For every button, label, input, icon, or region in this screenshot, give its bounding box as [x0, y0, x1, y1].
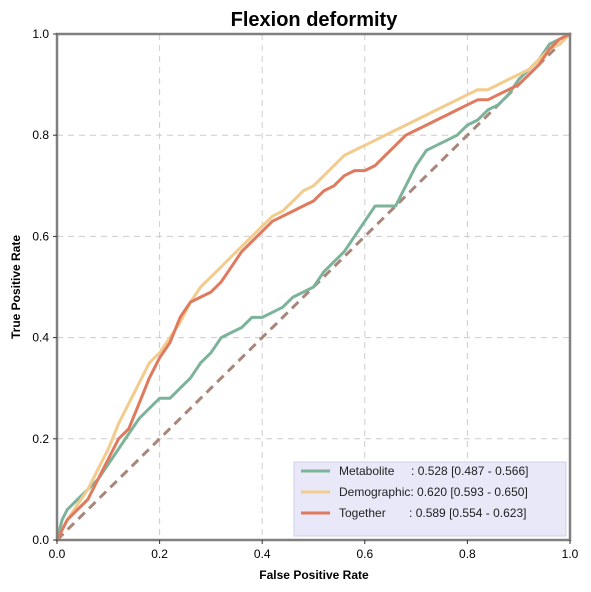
y-tick-label: 1.0 [32, 27, 49, 41]
legend-label-demographic: Demographic: 0.620 [0.593 - 0.650] [339, 485, 528, 499]
series-line-metabolite [55, 32, 572, 542]
y-tick-label: 0.6 [32, 229, 49, 243]
grid [57, 34, 570, 540]
legend-label-together: Together : 0.589 [0.554 - 0.623] [339, 506, 526, 520]
legend-box [293, 461, 567, 537]
plot-frame [55, 32, 572, 542]
x-tick-label: 0.4 [254, 547, 271, 561]
y-axis-label: True Positive Rate [9, 235, 23, 339]
series-line-together [55, 32, 572, 542]
x-axis-label: False Positive Rate [259, 568, 369, 582]
x-tick-label: 0.0 [49, 547, 66, 561]
y-tick-label: 0.0 [32, 533, 49, 547]
y-tick-label: 0.2 [32, 432, 49, 446]
chart-title: Flexion deformity [231, 9, 399, 31]
x-tick-label: 0.8 [459, 547, 476, 561]
y-tick-label: 0.8 [32, 128, 49, 142]
legend-label-metabolite: Metabolite : 0.528 [0.487 - 0.566] [339, 464, 528, 478]
x-tick-label: 1.0 [562, 547, 579, 561]
x-tick-label: 0.2 [151, 547, 168, 561]
series-line-demographic [55, 32, 572, 542]
series-layer [55, 32, 572, 542]
y-tick-label: 0.4 [32, 331, 49, 345]
axis-ticks: 0.0 0.2 0.4 0.6 0.8 1.0 0.0 0.2 0.4 0.6 0.8 1.0 [32, 27, 578, 561]
legend: Metabolite : 0.528 [0.487 - 0.566] Demogr… [293, 461, 567, 537]
x-tick-label: 0.6 [356, 547, 373, 561]
